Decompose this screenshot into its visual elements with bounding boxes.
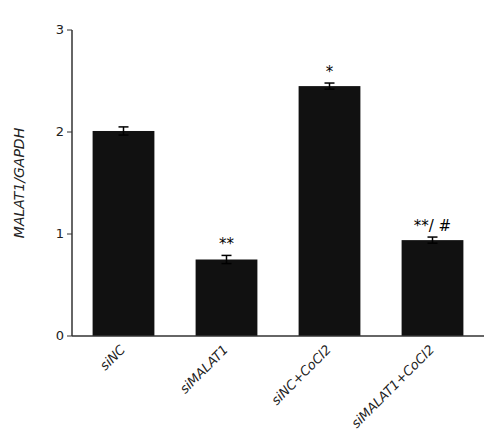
error-bar	[428, 237, 438, 243]
y-tick-label: 3	[56, 22, 64, 37]
bar	[299, 86, 361, 336]
annotation: **/ #	[414, 217, 451, 235]
bars	[93, 83, 464, 336]
chart: 0123*****/ #siNCsiMALAT1siNC+CoCl2siMALA…	[0, 0, 500, 448]
y-tick-label: 1	[56, 226, 64, 241]
x-axis: siNC siMALAT1 siNC+CoCl2siMALAT1+CoCl2	[97, 341, 437, 431]
y-axis-line	[71, 30, 73, 336]
annotations: *****/ #	[219, 63, 451, 253]
error-bar	[325, 83, 335, 89]
annotation: *	[326, 63, 334, 81]
bar	[196, 260, 258, 337]
y-tick-label: 0	[56, 328, 64, 343]
x-tick-label: siMALAT1+CoCl2	[348, 342, 437, 431]
annotation: **	[219, 235, 235, 253]
y-axis-label: MALAT1/GAPDH	[11, 127, 27, 238]
x-tick-label: siNC+CoCl2	[268, 342, 334, 408]
bar	[93, 131, 155, 336]
error-bar	[222, 255, 232, 263]
y-axis: 0 1 2 3	[56, 22, 72, 343]
x-tick-label: siMALAT1	[177, 342, 231, 396]
bar	[402, 240, 464, 336]
chart-container: 0123*****/ #siNCsiMALAT1siNC+CoCl2siMALA…	[0, 0, 500, 448]
x-tick-label: siNC	[97, 341, 129, 373]
x-axis-line	[72, 335, 484, 337]
error-bar	[119, 127, 129, 135]
y-tick-label: 2	[56, 124, 64, 139]
